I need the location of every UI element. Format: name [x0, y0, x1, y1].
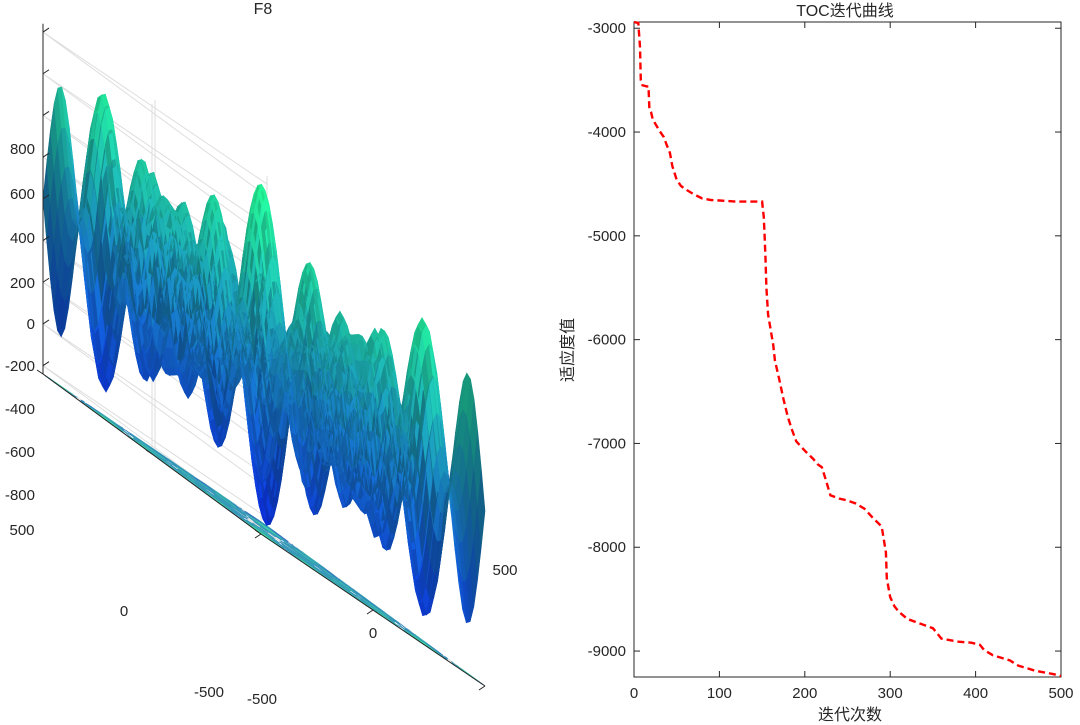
z-tick-mark — [42, 152, 50, 158]
toc-ticks — [633, 22, 1062, 677]
x-tick-label: 200 — [792, 685, 817, 702]
z-tick-mark — [42, 361, 50, 367]
z-tick-labels: 800 600 400 200 0 -200 -400 -600 -800 — [5, 141, 35, 504]
surface-patch — [477, 469, 486, 547]
z-tick-mark — [42, 319, 50, 325]
z-tick-mark — [42, 277, 50, 283]
x-tick-label: -500 — [247, 691, 277, 708]
z-tick-label: 200 — [10, 275, 35, 292]
z-tick-label: -800 — [5, 487, 35, 504]
z-tick-mark — [42, 194, 50, 200]
toc-title: TOC迭代曲线 — [796, 2, 894, 20]
surface-mesh — [42, 86, 486, 624]
y-tick-mark — [254, 529, 262, 535]
z-tick-label: 0 — [27, 316, 35, 333]
surface-axes — [36, 23, 486, 691]
y-tick-label: -5000 — [588, 228, 626, 245]
x-tick-mark — [254, 533, 262, 539]
surface-title: F8 — [254, 1, 273, 18]
x-tick-label: 500 — [492, 562, 517, 579]
z-tick-label: -400 — [5, 401, 35, 418]
y-tick-label: -7000 — [588, 435, 626, 452]
y-tick-label: -6000 — [588, 332, 626, 349]
y-tick-mark — [36, 369, 44, 375]
y-tick-label: 0 — [120, 603, 128, 620]
z-tick-label: 600 — [10, 186, 35, 203]
surface-plot-f8: F8 800 600 400 200 0 -200 -400 -600 -800… — [5, 1, 518, 708]
x-tick-mark — [478, 685, 486, 691]
toc-x-tick-labels: 0 100 200 300 400 500 — [630, 685, 1074, 702]
toc-y-tick-labels: -3000 -4000 -5000 -6000 -7000 -8000 -900… — [588, 20, 626, 660]
z-tick-mark — [42, 69, 50, 75]
z-tick-label: 800 — [10, 141, 35, 158]
y-tick-label: -8000 — [588, 539, 626, 556]
toc-series — [633, 20, 1062, 678]
y-tick-label: 500 — [9, 522, 34, 539]
y-axis-label: 适应度值 — [558, 318, 577, 382]
z-tick-label: 400 — [10, 230, 35, 247]
surface-contours — [44, 375, 484, 685]
toc-line-chart: TOC迭代曲线 -3000 -4000 -5000 -6000 -7000 -8… — [558, 2, 1074, 724]
z-tick-label: -600 — [5, 444, 35, 461]
plot-frame — [633, 21, 1062, 678]
x-tick-label: 0 — [630, 685, 638, 702]
z-tick-label: -200 — [5, 358, 35, 375]
z-tick-mark — [42, 111, 50, 116]
x-tick-label: 0 — [369, 625, 377, 642]
z-tick-mark — [42, 236, 50, 241]
x-tick-mark — [366, 609, 374, 615]
x-tick-label: 300 — [878, 685, 903, 702]
z-tick-mark — [42, 27, 50, 33]
base-tick-labels: 500 0 -500 500 0 -500 — [9, 522, 517, 708]
x-tick-label: 500 — [1048, 685, 1073, 702]
x-tick-label: 400 — [963, 685, 988, 702]
y-tick-label: -4000 — [588, 124, 626, 141]
y-tick-label: -500 — [194, 684, 224, 701]
y-tick-label: -9000 — [588, 643, 626, 660]
x-tick-label: 100 — [707, 685, 732, 702]
toc-series-line — [633, 20, 1062, 678]
y-tick-label: -3000 — [588, 20, 626, 37]
x-axis-label: 迭代次数 — [818, 706, 882, 724]
y-tick-mark — [145, 449, 153, 455]
